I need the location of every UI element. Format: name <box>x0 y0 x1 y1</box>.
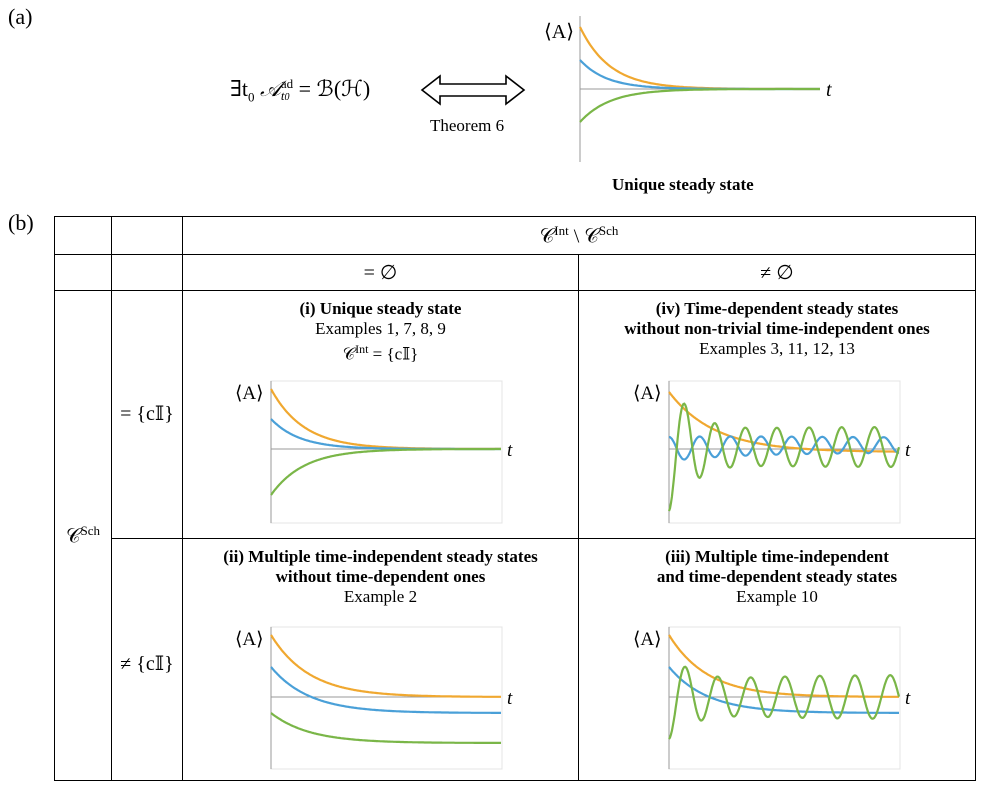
curve-green <box>270 447 501 496</box>
y-axis-label: ⟨A⟩ <box>633 629 662 650</box>
x-axis-label: t <box>905 688 911 709</box>
curve-green <box>667 402 901 512</box>
cell-iii-examples: Example 10 <box>736 587 818 606</box>
cell-i-extra-main: 𝒞 <box>342 344 356 364</box>
row-header-sup: Sch <box>80 522 101 538</box>
col-empty-header: = ∅ <box>182 254 579 291</box>
x-axis-label: t <box>905 440 911 461</box>
y-axis-label: ⟨A⟩ <box>633 383 662 404</box>
row-header: 𝒞Sch <box>54 290 112 781</box>
cell-iv-examples: Examples 3, 11, 12, 13 <box>699 339 855 358</box>
col-header-sup1: Int <box>554 222 569 238</box>
cell-iv: (iv) Time-dependent steady states withou… <box>578 290 976 539</box>
row-eq-header: = {c𝕀} <box>111 290 183 539</box>
plot-a-caption: Unique steady state <box>612 175 754 194</box>
cell-iii-title-2: and time-dependent steady states <box>656 567 898 586</box>
panel-b-label: (b) <box>8 210 34 235</box>
col-header-sup2: Sch <box>598 222 619 238</box>
y-axis-label: ⟨A⟩ <box>235 629 264 650</box>
corner-cell-2 <box>111 216 183 255</box>
row-neq-header: ≠ {c𝕀} <box>111 538 183 781</box>
col-header-mid: \ 𝒞 <box>568 225 599 248</box>
theorem-condition: ∃t0 𝒜 ad t0 = ℬ(ℋ) <box>230 76 370 105</box>
x-axis-label: t <box>826 79 832 101</box>
condition-sup: ad <box>280 75 294 91</box>
cell-i-extra-sup: Int <box>355 342 369 356</box>
col-header-main: 𝒞 <box>539 225 555 248</box>
plot-iv: ⟨A⟩ t <box>633 380 911 524</box>
x-axis-label: t <box>507 688 513 709</box>
condition-main: ∃t <box>230 76 249 101</box>
cell-ii-title-2: without time-dependent ones <box>275 567 486 586</box>
column-header: 𝒞Int \ 𝒞Sch <box>182 216 976 255</box>
cell-iii: (iii) Multiple time-independent and time… <box>578 538 976 781</box>
plot-ii: ⟨A⟩ t <box>235 626 513 770</box>
curve-green <box>270 712 501 744</box>
theorem-label: Theorem 6 <box>430 116 505 135</box>
condition-subt: t <box>280 87 285 103</box>
cell-i-extra-rhs: = {c𝕀} <box>368 344 419 364</box>
cell-i-title: (i) Unique steady state <box>299 299 462 318</box>
y-axis-label: ⟨A⟩ <box>544 21 574 43</box>
curve-orange <box>579 26 820 91</box>
double-arrow-icon <box>420 74 526 106</box>
cell-i-examples: Examples 1, 7, 8, 9 <box>315 319 446 338</box>
y-axis-label: ⟨A⟩ <box>235 383 264 404</box>
curve-green <box>668 665 901 740</box>
cell-ii: (ii) Multiple time-independent steady st… <box>182 538 579 781</box>
condition-rhs: = ℬ(ℋ) <box>293 76 371 101</box>
plot-frame <box>270 626 503 770</box>
corner-cell-3 <box>54 254 112 291</box>
plot-iii: ⟨A⟩ t <box>633 626 911 770</box>
col-nonempty-header: ≠ ∅ <box>578 254 976 291</box>
cell-ii-examples: Example 2 <box>343 587 418 606</box>
curve-blue <box>668 666 899 714</box>
curve-blue <box>270 666 501 714</box>
curve-orange <box>668 634 899 698</box>
condition-sub0: 0 <box>248 89 255 105</box>
plot-a: ⟨A⟩ t <box>544 16 832 162</box>
classification-table: 𝒞Int \ 𝒞Sch = ∅ ≠ ∅ 𝒞Sch = {c𝕀} (i) Uniq… <box>54 216 976 781</box>
curve-blue <box>579 59 820 91</box>
plot-frame <box>270 380 503 524</box>
row-header-main: 𝒞 <box>65 525 81 548</box>
plot-i: ⟨A⟩ t <box>235 380 513 524</box>
cell-ii-title-1: (ii) Multiple time-independent steady st… <box>223 547 538 566</box>
corner-cell <box>54 216 112 255</box>
cell-iv-title-1: (iv) Time-dependent steady states <box>655 299 899 318</box>
corner-cell-4 <box>111 254 183 291</box>
cell-i-extra: 𝒞Int = {c𝕀} <box>183 339 578 365</box>
x-axis-label: t <box>507 440 513 461</box>
cell-iii-title-1: (iii) Multiple time-independent <box>665 547 889 566</box>
cell-i: (i) Unique steady state Examples 1, 7, 8… <box>182 290 579 539</box>
panel-a-label: (a) <box>8 4 33 29</box>
curve-orange <box>270 634 501 698</box>
curve-blue <box>270 418 501 451</box>
plot-frame <box>668 626 901 770</box>
condition-subt0: 0 <box>284 91 290 103</box>
curve-green <box>579 87 820 123</box>
condition-A: 𝒜 <box>260 76 281 101</box>
cell-iv-title-2: without non-trivial time-independent one… <box>624 319 930 338</box>
